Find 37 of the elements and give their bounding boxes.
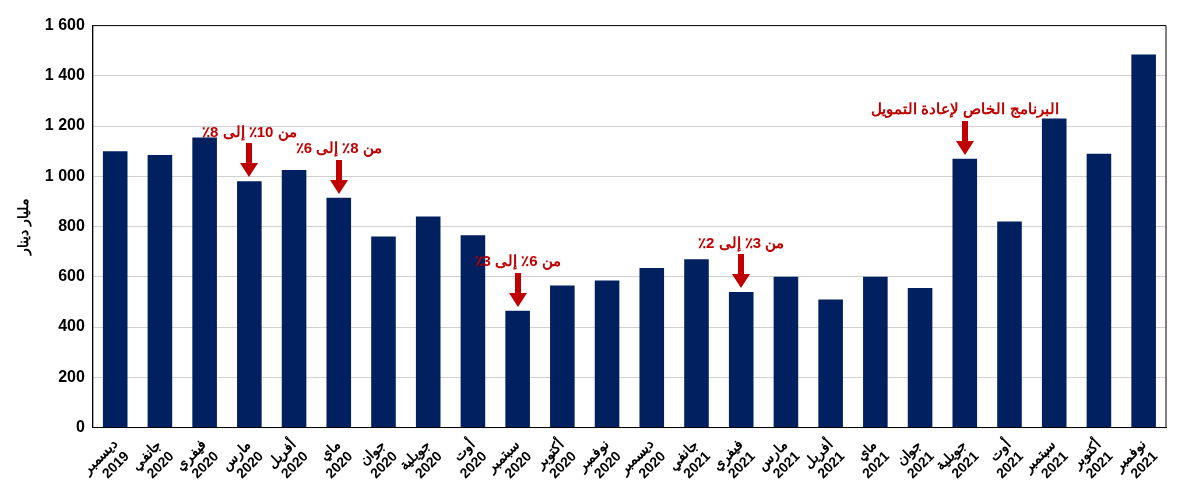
bar: [907, 288, 933, 428]
bar: [594, 280, 620, 428]
bar: [773, 276, 799, 428]
bar: [684, 259, 709, 428]
bar: [728, 291, 754, 428]
bar: [550, 285, 575, 428]
y-tick-label: 1 400: [44, 66, 85, 84]
y-tick-label: 0: [75, 417, 85, 435]
y-tick-label: 1 600: [44, 16, 85, 34]
bar: [952, 158, 978, 428]
bar: [505, 310, 530, 428]
bar: [1086, 153, 1112, 428]
bar: [192, 137, 217, 428]
annotation: من 3٪ إلى 2٪: [698, 233, 785, 252]
bar: [237, 181, 262, 428]
bar: [326, 197, 352, 428]
bar: [281, 170, 307, 428]
y-tick-label: 1 000: [44, 166, 85, 184]
bar: [1041, 118, 1067, 428]
y-tick-label: 600: [58, 267, 85, 285]
bar: [863, 276, 888, 428]
bar: [415, 216, 441, 428]
y-tick-label: 200: [58, 367, 85, 385]
annotation: من 10٪ إلى 8٪: [202, 122, 297, 141]
bar: [997, 221, 1022, 428]
y-tick-label: 1 200: [44, 116, 85, 134]
bar: [371, 236, 396, 428]
y-tick-label: 800: [58, 216, 85, 234]
y-tick-label: 400: [58, 317, 85, 335]
bar: [147, 154, 173, 428]
y-axis-title: مليار دينار: [15, 198, 33, 257]
annotation: البرنامج الخاص لإعادة التمويل: [871, 100, 1059, 119]
bar: [1131, 54, 1156, 428]
annotation: من 8٪ إلى 6٪: [295, 139, 382, 158]
bar: [818, 299, 843, 428]
bar: [102, 151, 128, 428]
bar: [639, 268, 665, 428]
